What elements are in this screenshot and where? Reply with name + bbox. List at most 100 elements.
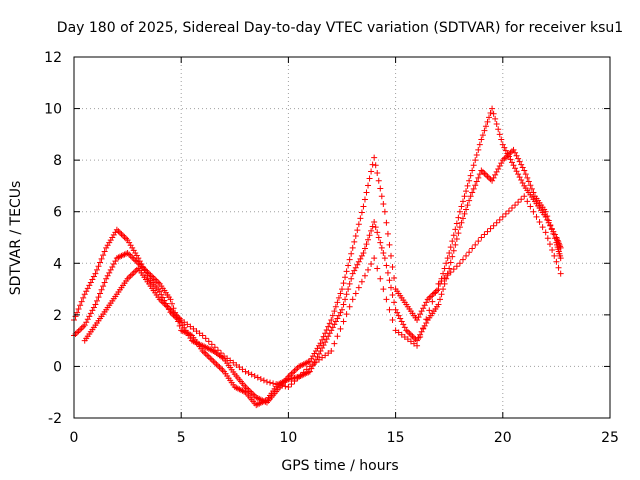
- data-point: [334, 333, 341, 340]
- data-point: [527, 203, 534, 210]
- data-point: [346, 280, 353, 287]
- data-point: [72, 313, 79, 320]
- data-point: [348, 275, 355, 282]
- data-point: [557, 255, 564, 262]
- data-point: [193, 328, 200, 335]
- data-point: [316, 350, 323, 357]
- data-point: [389, 317, 396, 324]
- data-point: [368, 261, 375, 268]
- data-point: [501, 144, 508, 151]
- data-point: [368, 227, 375, 234]
- data-point: [345, 286, 352, 293]
- data-point: [383, 219, 390, 226]
- data-point: [420, 325, 427, 332]
- data-point: [472, 182, 479, 189]
- data-point: [115, 228, 122, 235]
- data-point: [84, 285, 91, 292]
- data-point: [519, 164, 526, 171]
- data-point: [478, 167, 485, 174]
- data-point: [77, 302, 84, 309]
- data-point: [365, 182, 372, 189]
- data-point: [355, 284, 362, 291]
- data-point: [388, 284, 395, 291]
- data-point: [214, 347, 221, 354]
- data-point: [291, 367, 298, 374]
- data-point: [132, 268, 139, 275]
- data-point: [499, 213, 506, 220]
- data-point: [372, 224, 379, 231]
- data-point: [377, 275, 384, 282]
- data-point: [337, 290, 344, 297]
- data-point: [371, 154, 378, 161]
- data-point: [444, 255, 451, 262]
- data-point: [401, 324, 408, 331]
- data-point: [95, 263, 102, 270]
- data-point: [438, 277, 445, 284]
- data-point: [75, 305, 82, 312]
- data-point: [478, 234, 485, 241]
- data-point: [276, 381, 283, 388]
- data-point: [415, 314, 422, 321]
- data-point: [81, 291, 88, 298]
- data-point: [345, 262, 352, 269]
- data-point: [548, 226, 555, 233]
- data-point: [126, 251, 133, 258]
- data-point: [103, 275, 110, 282]
- data-point: [199, 332, 206, 339]
- data-point: [104, 272, 111, 279]
- x-tick-label: 25: [601, 430, 619, 446]
- data-point: [297, 372, 304, 379]
- data-point: [369, 161, 376, 168]
- data-point: [207, 355, 214, 362]
- data-point: [83, 288, 90, 295]
- data-point: [547, 221, 554, 228]
- data-point: [314, 353, 321, 360]
- data-point: [331, 340, 338, 347]
- data-point: [473, 151, 480, 158]
- data-point: [443, 260, 450, 267]
- data-point: [519, 179, 526, 186]
- data-point: [469, 245, 476, 252]
- data-point: [300, 369, 307, 376]
- data-point: [415, 334, 422, 341]
- data-point: [482, 171, 489, 178]
- data-point: [513, 168, 520, 175]
- data-point: [455, 214, 462, 221]
- data-point: [335, 312, 342, 319]
- x-tick-label: 5: [177, 430, 186, 446]
- data-point: [110, 261, 117, 268]
- data-point: [349, 296, 356, 303]
- data-point: [475, 174, 482, 181]
- data-point: [282, 383, 289, 390]
- data-point: [510, 162, 517, 169]
- data-point: [366, 175, 373, 182]
- data-point: [358, 278, 365, 285]
- data-point: [210, 358, 217, 365]
- data-point: [239, 366, 246, 373]
- data-point: [466, 177, 473, 184]
- data-point: [429, 298, 436, 305]
- data-point: [366, 232, 373, 239]
- data-point: [440, 286, 447, 293]
- data-point: [505, 207, 512, 214]
- data-point: [495, 126, 502, 133]
- data-point: [375, 234, 382, 241]
- data-point: [78, 298, 85, 305]
- data-point: [515, 171, 522, 178]
- data-point: [446, 265, 453, 272]
- data-point: [363, 189, 370, 196]
- y-tick-label: 12: [44, 50, 62, 66]
- data-point: [375, 177, 382, 184]
- data-point: [409, 333, 416, 340]
- grid-lines: [74, 57, 610, 418]
- data-point: [184, 321, 191, 328]
- data-point: [319, 354, 326, 361]
- data-point: [303, 366, 310, 373]
- data-point: [354, 261, 361, 268]
- y-axis-label: SDTVAR / TECUs: [8, 181, 24, 296]
- data-point: [78, 325, 85, 332]
- data-point: [463, 206, 470, 213]
- data-point: [328, 327, 335, 334]
- data-point: [400, 321, 407, 328]
- data-point: [441, 280, 448, 287]
